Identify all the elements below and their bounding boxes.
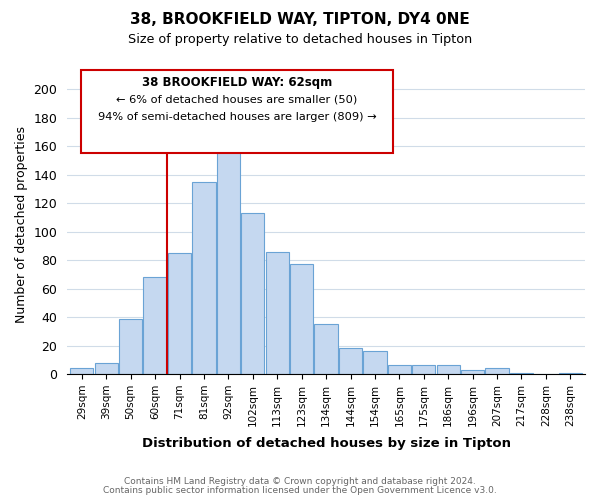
Bar: [412, 366, 436, 374]
Bar: [290, 264, 313, 374]
Bar: [339, 348, 362, 374]
Bar: [70, 368, 94, 374]
X-axis label: Distribution of detached houses by size in Tipton: Distribution of detached houses by size …: [142, 437, 511, 450]
Bar: [241, 213, 265, 374]
Text: 38, BROOKFIELD WAY, TIPTON, DY4 0NE: 38, BROOKFIELD WAY, TIPTON, DY4 0NE: [130, 12, 470, 28]
Bar: [485, 368, 509, 374]
Bar: [95, 362, 118, 374]
Bar: [437, 366, 460, 374]
Y-axis label: Number of detached properties: Number of detached properties: [15, 126, 28, 323]
Bar: [314, 324, 338, 374]
Bar: [193, 182, 215, 374]
Bar: [461, 370, 484, 374]
Bar: [217, 146, 240, 374]
Text: Size of property relative to detached houses in Tipton: Size of property relative to detached ho…: [128, 32, 472, 46]
Text: Contains HM Land Registry data © Crown copyright and database right 2024.: Contains HM Land Registry data © Crown c…: [124, 477, 476, 486]
Bar: [168, 253, 191, 374]
Bar: [559, 372, 582, 374]
Bar: [388, 366, 411, 374]
Text: 38 BROOKFIELD WAY: 62sqm: 38 BROOKFIELD WAY: 62sqm: [142, 76, 332, 89]
Bar: [510, 372, 533, 374]
Bar: [266, 252, 289, 374]
Bar: [364, 352, 386, 374]
Text: 94% of semi-detached houses are larger (809) →: 94% of semi-detached houses are larger (…: [98, 112, 376, 122]
Bar: [119, 318, 142, 374]
Text: Contains public sector information licensed under the Open Government Licence v3: Contains public sector information licen…: [103, 486, 497, 495]
Text: ← 6% of detached houses are smaller (50): ← 6% of detached houses are smaller (50): [116, 94, 358, 104]
Bar: [143, 277, 167, 374]
